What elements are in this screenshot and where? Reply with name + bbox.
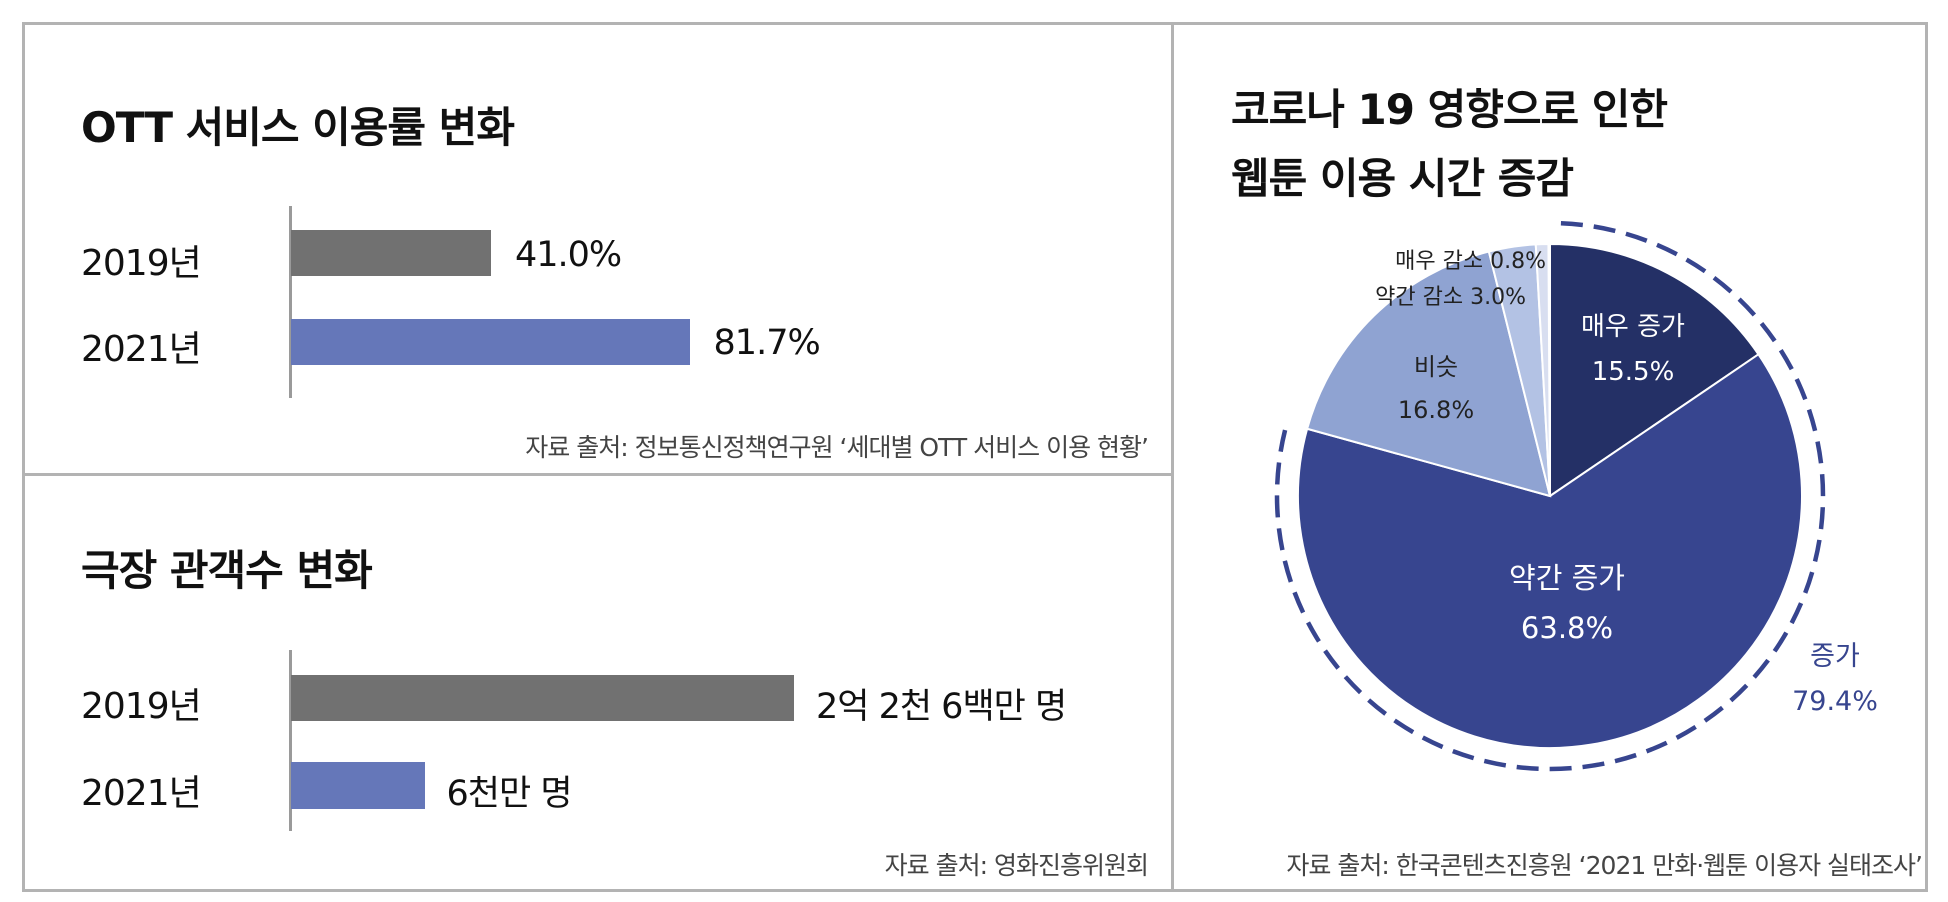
increase-value: 79.4% bbox=[1792, 686, 1878, 717]
divider-horizontal bbox=[22, 473, 1172, 476]
pie-slice bbox=[1305, 250, 1552, 498]
slice-label: 약간 감소 3.0% bbox=[1375, 285, 1526, 310]
slice-value: 16.8% bbox=[1398, 396, 1474, 424]
theater-axis bbox=[289, 650, 292, 831]
ott-chart-title: OTT 서비스 이용률 변화 bbox=[81, 103, 515, 152]
theater-category-2021: 2021년 bbox=[81, 773, 202, 814]
ott-category-2019: 2019년 bbox=[81, 243, 202, 284]
ott-category-2021: 2021년 bbox=[81, 329, 202, 370]
slice-label: 비슷 bbox=[1414, 353, 1458, 381]
increase-dashed-arc bbox=[1274, 220, 1826, 772]
increase-label: 증가 bbox=[1810, 641, 1860, 672]
divider-vertical bbox=[1171, 22, 1174, 892]
pie-title-line2: 웹툰 이용 시간 증감 bbox=[1231, 154, 1574, 203]
pie-title-line1: 코로나 19 영향으로 인한 bbox=[1231, 85, 1668, 134]
slice-value: 15.5% bbox=[1592, 357, 1675, 387]
slice-label: 매우 감소 0.8% bbox=[1395, 249, 1546, 274]
ott-value-2021: 81.7% bbox=[713, 323, 821, 363]
ott-bar-2021 bbox=[291, 319, 690, 365]
theater-bar-2021 bbox=[291, 762, 425, 809]
theater-chart-title: 극장 관객수 변화 bbox=[81, 546, 373, 595]
ott-value-2019: 41.0% bbox=[515, 235, 622, 275]
pie-source: 자료 출처: 한국콘텐츠진흥원 ‘2021 만화·웹툰 이용자 실태조사’ bbox=[1286, 851, 1923, 880]
theater-value-2019: 2억 2천 6백만 명 bbox=[816, 687, 1067, 727]
figure-frame bbox=[22, 22, 1928, 892]
ott-bar-2019 bbox=[291, 230, 491, 276]
theater-value-2021: 6천만 명 bbox=[446, 774, 573, 814]
pie-chart: 매우 증가 15.5% 약간 증가 63.8% 비슷 16.8% 약간 감소 3.0% 매우 … bbox=[1274, 220, 1878, 772]
theater-bar-2019 bbox=[291, 675, 794, 721]
pie-slice bbox=[1297, 352, 1803, 749]
slice-value: 63.8% bbox=[1521, 611, 1613, 645]
slice-label: 약간 증가 bbox=[1509, 561, 1625, 595]
ott-source: 자료 출처: 정보통신정책연구원 ‘세대별 OTT 서비스 이용 현황’ bbox=[525, 433, 1149, 462]
theater-category-2019: 2019년 bbox=[81, 686, 202, 727]
slice-label: 매우 증가 bbox=[1581, 312, 1685, 342]
pie-slice bbox=[1549, 242, 1760, 498]
ott-axis bbox=[289, 206, 292, 398]
pie-slice bbox=[1534, 242, 1551, 497]
theater-source: 자료 출처: 영화진흥위원회 bbox=[884, 851, 1149, 880]
